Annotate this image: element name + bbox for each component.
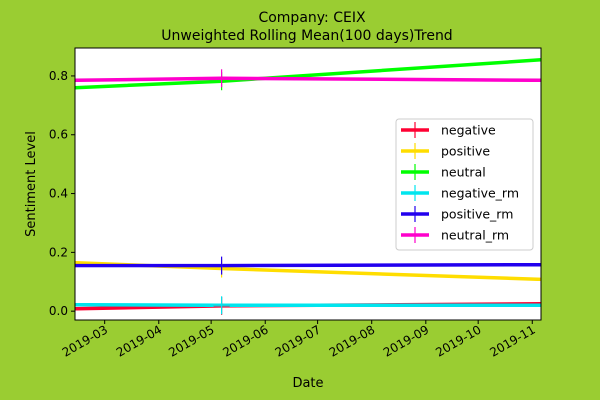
y-tick-label: 0.6: [49, 128, 68, 142]
y-tick-label: 0.2: [49, 245, 68, 259]
chart-title: Company: CEIX: [258, 10, 366, 26]
series-line-neutral-rm: [75, 78, 541, 80]
legend-box: [395, 118, 534, 251]
y-tick-label: 0.0: [49, 304, 68, 318]
legend-label-positive: positive: [441, 144, 490, 159]
y-tick-label: 0.8: [49, 69, 68, 83]
legend: negative positive neutral negative_rmpositi…: [395, 118, 534, 251]
series-line-negative-rm: [75, 305, 541, 306]
series-line-positive-rm: [75, 265, 541, 266]
chart-subtitle: Unweighted Rolling Mean(100 days)Trend: [161, 28, 452, 44]
plot-frame: [74, 47, 542, 321]
marker-layer: [213, 69, 230, 315]
x-axis-label: Date: [292, 376, 323, 391]
legend-label-negative-rm: negative_rm: [441, 186, 519, 201]
y-axis-label: Sentiment Level: [24, 131, 39, 237]
y-tick-label: 0.4: [49, 187, 68, 201]
y-axis: 0.0 0.2 0.4 0.6 0.8: [49, 69, 75, 318]
legend-label-positive-rm: positive_rm: [441, 207, 513, 222]
legend-label-neutral-rm: neutral_rm: [441, 228, 509, 243]
legend-label-negative: negative: [441, 123, 496, 138]
legend-label-neutral: neutral: [441, 165, 486, 180]
